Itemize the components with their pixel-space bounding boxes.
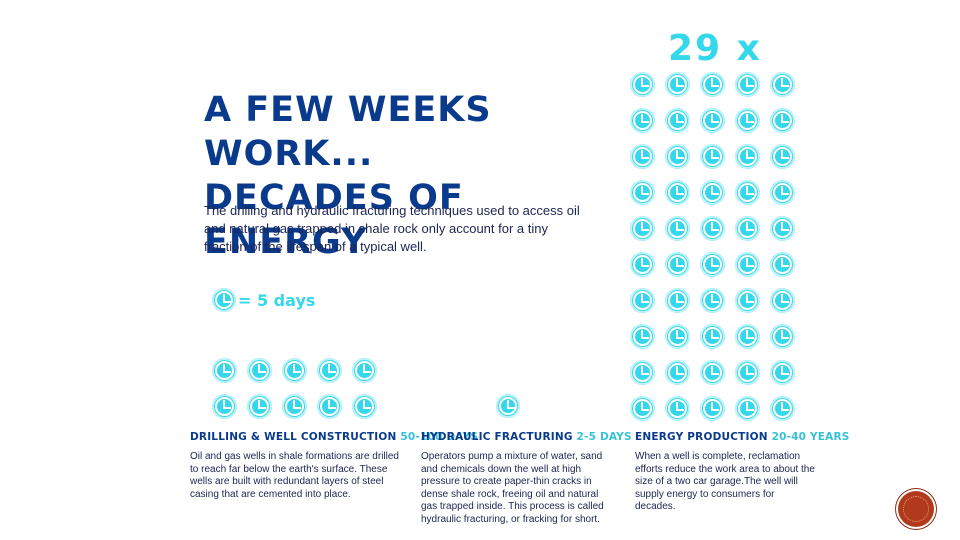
- clock-icon: [770, 144, 795, 169]
- fracking-body: Operators pump a mixture of water, sand …: [421, 451, 604, 525]
- clock-icon: [770, 72, 795, 97]
- clock-icon: [735, 216, 760, 241]
- energy-body: When a well is complete, reclamation eff…: [635, 451, 815, 512]
- clock-icon: [665, 324, 690, 349]
- page-title: A FEW WEEKS WORK... DECADES OF ENERGY: [204, 88, 634, 264]
- multiplier-label: 29 x: [668, 28, 762, 69]
- clock-icon: [735, 360, 760, 385]
- clock-icon: [630, 180, 655, 205]
- clock-icon: [665, 252, 690, 277]
- clock-icon: [770, 216, 795, 241]
- drilling-clock-grid: [212, 358, 377, 419]
- clock-icon: [770, 360, 795, 385]
- clock-icon: [735, 252, 760, 277]
- clock-icon: [665, 288, 690, 313]
- clock-icon: [630, 252, 655, 277]
- clock-icon: [735, 396, 760, 421]
- clock-icon: [700, 108, 725, 133]
- clock-icon: [630, 216, 655, 241]
- clock-icon: [735, 324, 760, 349]
- intro-text: The drilling and hydraulic fracturing te…: [204, 203, 580, 254]
- clock-icon: [770, 288, 795, 313]
- clock-icon: [770, 396, 795, 421]
- clock-icon: [282, 394, 307, 419]
- clock-icon: [212, 358, 237, 383]
- legend: = 5 days: [212, 288, 315, 312]
- clock-icon: [700, 252, 725, 277]
- clock-icon: [700, 396, 725, 421]
- title-line-2: DECADES OF ENERGY: [204, 178, 464, 262]
- clock-icon: [212, 394, 237, 419]
- clock-icon: [630, 72, 655, 97]
- energy-name: ENERGY PRODUCTION: [635, 431, 768, 443]
- clock-icon: [665, 396, 690, 421]
- clock-icon: [630, 108, 655, 133]
- seal-badge-icon[interactable]: [898, 491, 934, 527]
- clock-icon: [496, 394, 520, 418]
- clock-icon: [630, 360, 655, 385]
- clock-icon: [665, 72, 690, 97]
- clock-icon: [247, 394, 272, 419]
- clock-icon: [735, 288, 760, 313]
- clock-icon: [770, 108, 795, 133]
- energy-heading: ENERGY PRODUCTION 20-40 YEARS: [635, 431, 850, 443]
- legend-text: = 5 days: [238, 290, 316, 310]
- clock-icon: [352, 358, 377, 383]
- clock-icon: [665, 180, 690, 205]
- clock-icon: [700, 360, 725, 385]
- clock-icon: [317, 394, 342, 419]
- clock-icon: [282, 358, 307, 383]
- clock-icon: [317, 358, 342, 383]
- clock-icon: [770, 180, 795, 205]
- drilling-name: DRILLING & WELL CONSTRUCTION: [190, 431, 397, 443]
- clock-icon: [630, 396, 655, 421]
- energy-duration: 20-40 YEARS: [771, 431, 850, 443]
- drilling-duration: 50-100 DAYS: [400, 431, 479, 443]
- clock-icon: [770, 252, 795, 277]
- clock-icon: [735, 108, 760, 133]
- clock-icon: [700, 180, 725, 205]
- clock-icon: [630, 144, 655, 169]
- fracking-clock-grid: [496, 394, 520, 418]
- clock-icon: [665, 360, 690, 385]
- clock-icon: [247, 358, 272, 383]
- clock-icon: [700, 288, 725, 313]
- clock-icon: [665, 216, 690, 241]
- energy-clock-grid: [630, 72, 795, 421]
- clock-icon: [665, 144, 690, 169]
- clock-icon: [735, 72, 760, 97]
- clock-icon: [735, 144, 760, 169]
- clock-icon: [630, 324, 655, 349]
- clock-icon: [700, 144, 725, 169]
- fracking-name: HYDRAULIC FRACTURING: [421, 431, 573, 443]
- clock-icon: [700, 324, 725, 349]
- clock-icon: [735, 180, 760, 205]
- clock-icon: [630, 288, 655, 313]
- clock-icon: [665, 108, 690, 133]
- fracking-duration: 2-5 DAYS: [576, 431, 632, 443]
- drilling-heading: DRILLING & WELL CONSTRUCTION 50-100 DAYS: [190, 431, 478, 443]
- clock-icon: [700, 216, 725, 241]
- clock-icon: [770, 324, 795, 349]
- fracking-heading: HYDRAULIC FRACTURING 2-5 DAYS: [421, 431, 632, 443]
- title-line-1: A FEW WEEKS WORK...: [204, 90, 492, 174]
- clock-icon: [212, 288, 236, 312]
- clock-icon: [700, 72, 725, 97]
- drilling-body: Oil and gas wells in shale formations ar…: [190, 451, 399, 500]
- clock-icon: [352, 394, 377, 419]
